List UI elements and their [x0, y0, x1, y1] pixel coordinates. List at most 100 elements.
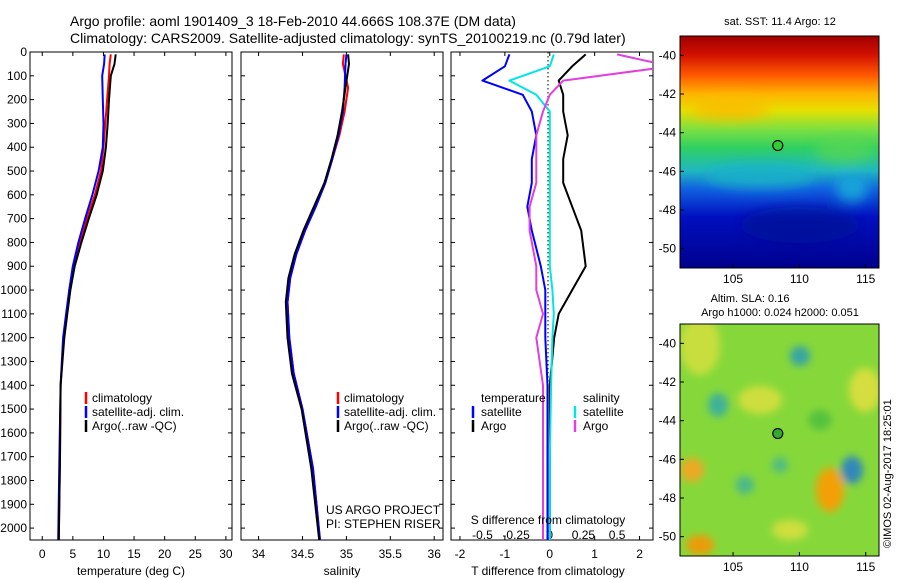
sla-map-panel: Altim. SLA: 0.16 Argo h1000: 0.024 h2000… [659, 293, 880, 574]
temperature-series [57, 54, 117, 540]
temperature-x-axis: 0 5 10 15 20 25 30 [39, 52, 233, 561]
difference-depth-ticks [451, 51, 653, 529]
x-tick-label: 36 [428, 547, 442, 561]
difference-axes-box [450, 51, 654, 541]
salinity-panel: 34 34.5 35 35.5 36 salinity climatology sate… [240, 51, 444, 578]
y-tick-label: 1500 [0, 402, 27, 416]
map-y-tick-label: -44 [659, 126, 677, 140]
y-tick-label: 1300 [0, 354, 27, 368]
series-line-satellite-adj-clim- [286, 54, 348, 540]
x-tick-label: 34 [252, 547, 266, 561]
figure-subtitle: Climatology: CARS2009. Satellite-adjuste… [70, 30, 626, 46]
map-x-tick-label: 105 [723, 560, 743, 574]
map-y-tick-label: -40 [659, 48, 677, 62]
map-x-tick-label: 105 [723, 272, 743, 286]
difference-series [481, 53, 653, 540]
y-tick-label: 1600 [0, 426, 27, 440]
legend-label-t-satellite: satellite [481, 405, 522, 419]
x-tick-label: 25 [189, 547, 203, 561]
sst-map-title: sat. SST: 11.4 Argo: 12 [724, 16, 836, 28]
salinity-legend: climatology satellite-adj. clim. Argo(..… [336, 391, 436, 433]
y-tick-label: 500 [7, 164, 27, 178]
sst-field [680, 36, 879, 268]
sla-blue-eddy-4 [736, 476, 754, 494]
sst-map-axes: 105 110 115 -40 -42 -44 -46 -48 -50 [659, 48, 876, 286]
sla-yellow-mid [738, 386, 782, 414]
x-tick-label: 0 [39, 547, 46, 561]
x-tick-label: 20 [158, 547, 172, 561]
t-difference-xlabel: T difference from climatology [471, 564, 625, 578]
map-y-tick-label: -42 [659, 87, 677, 101]
legend-label-s-satellite: satellite [583, 405, 624, 419]
sla-map-subtitle: Argo h1000: 0.024 h2000: 0.051 [701, 307, 859, 319]
temperature-xlabel: temperature (deg C) [77, 564, 185, 578]
sst-map-panel: sat. SST: 11.4 Argo: 12 105 110 115 -40 -42 -… [659, 16, 880, 286]
s-difference-x-axis: -0.5 -0.25 0 0.25 0.5 [472, 528, 626, 542]
legend-label-t-argo: Argo [481, 419, 507, 433]
y-tick-label: 1100 [1, 307, 27, 321]
x-tick-label: -2 [455, 547, 466, 561]
legend-heading-salinity: salinity [583, 391, 620, 405]
temperature-axes-box [29, 51, 233, 541]
project-annotation: US ARGO PROJECT [326, 503, 441, 517]
y-tick-label: 1000 [0, 283, 27, 297]
s-diff-tick-label: 0.25 [572, 528, 596, 542]
sst-cool-tongue [705, 164, 815, 188]
map-x-tick-label: 110 [790, 272, 809, 286]
y-tick-label: 1400 [0, 378, 27, 392]
difference-legend-temperature: temperature satellite Argo [471, 391, 546, 433]
y-tick-label: 600 [7, 188, 27, 202]
y-tick-label: 1900 [0, 497, 27, 511]
y-tick-label: 0 [20, 45, 27, 59]
salinity-series [284, 54, 350, 540]
salinity-axes-box [240, 51, 444, 541]
sla-blue-eddy-1 [790, 346, 810, 366]
y-tick-label: 1200 [0, 331, 27, 345]
argo-location-marker [772, 427, 784, 440]
map-y-tick-label: -50 [659, 530, 677, 544]
argo-location-marker [772, 139, 784, 152]
y-tick-label: 2000 [0, 521, 27, 535]
series-line-salinity-argo [528, 53, 653, 540]
y-tick-label: 200 [7, 93, 27, 107]
x-tick-label: 5 [70, 547, 77, 561]
x-tick-label: 15 [127, 547, 141, 561]
legend-label-climatology: climatology [92, 391, 152, 405]
sla-orange-patch [816, 468, 844, 512]
y-tick-label: 300 [7, 116, 27, 130]
map-y-tick-label: -48 [659, 203, 677, 217]
sla-blue-eddy-3 [841, 456, 863, 484]
map-y-tick-label: -46 [659, 164, 677, 178]
series-line-temperature-argo [548, 53, 587, 540]
series-line-temperature-satellite [481, 54, 549, 540]
difference-legend-salinity: salinity satellite Argo [573, 391, 624, 433]
sla-map-axes: 105 110 115 -40 -42 -44 -46 -48 -50 [659, 336, 876, 574]
sla-blue-eddy-5 [772, 457, 788, 473]
sst-cool-patch [836, 174, 868, 202]
s-diff-tick-label: -0.25 [502, 528, 530, 542]
map-y-tick-label: -48 [659, 491, 677, 505]
difference-panel: -2 -1 0 1 2 -0.5 -0.25 0 0.25 0.5 T difference f… [450, 51, 654, 578]
salinity-depth-ticks [241, 51, 443, 529]
map-x-tick-label: 115 [856, 560, 875, 574]
y-tick-label: 800 [7, 235, 27, 249]
salinity-xlabel: salinity [324, 564, 361, 578]
map-y-tick-label: -40 [659, 336, 677, 350]
sla-orange-left [680, 458, 704, 482]
depth-axis: 0 100 200 300 400 500 600 700 800 900 1000 1100 1200… [0, 45, 232, 535]
x-tick-label: 2 [636, 547, 643, 561]
legend-label-argo: Argo(..raw -QC) [344, 419, 429, 433]
map-x-tick-label: 110 [790, 560, 809, 574]
series-line-argo-raw-qc- [57, 54, 117, 540]
y-tick-label: 1800 [0, 473, 27, 487]
map-y-tick-label: -50 [659, 242, 677, 256]
sla-yellow-bottom [772, 520, 808, 540]
credit-text: ©IMOS 02-Aug-2017 18:25:01 [882, 399, 894, 548]
series-line-satellite-adj-clim- [57, 54, 106, 540]
s-diff-tick-label: -0.5 [472, 528, 493, 542]
legend-label-s-argo: Argo [583, 419, 609, 433]
x-tick-label: 30 [219, 547, 233, 561]
x-tick-label: 10 [97, 547, 111, 561]
s-diff-tick-label: 0.5 [609, 528, 626, 542]
